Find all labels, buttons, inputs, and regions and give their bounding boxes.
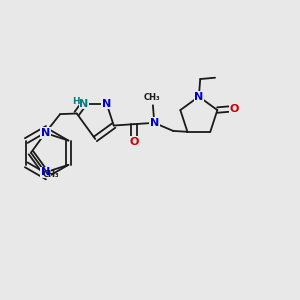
- Text: CH₃: CH₃: [43, 170, 60, 179]
- Text: H: H: [72, 97, 80, 106]
- Text: O: O: [230, 104, 239, 114]
- Text: N: N: [194, 92, 203, 102]
- Text: CH₃: CH₃: [144, 93, 161, 102]
- Text: N: N: [102, 99, 111, 109]
- Text: O: O: [129, 137, 139, 147]
- Text: N: N: [40, 167, 50, 177]
- Text: N: N: [79, 99, 88, 109]
- Text: N: N: [40, 128, 50, 138]
- Text: N: N: [150, 118, 159, 128]
